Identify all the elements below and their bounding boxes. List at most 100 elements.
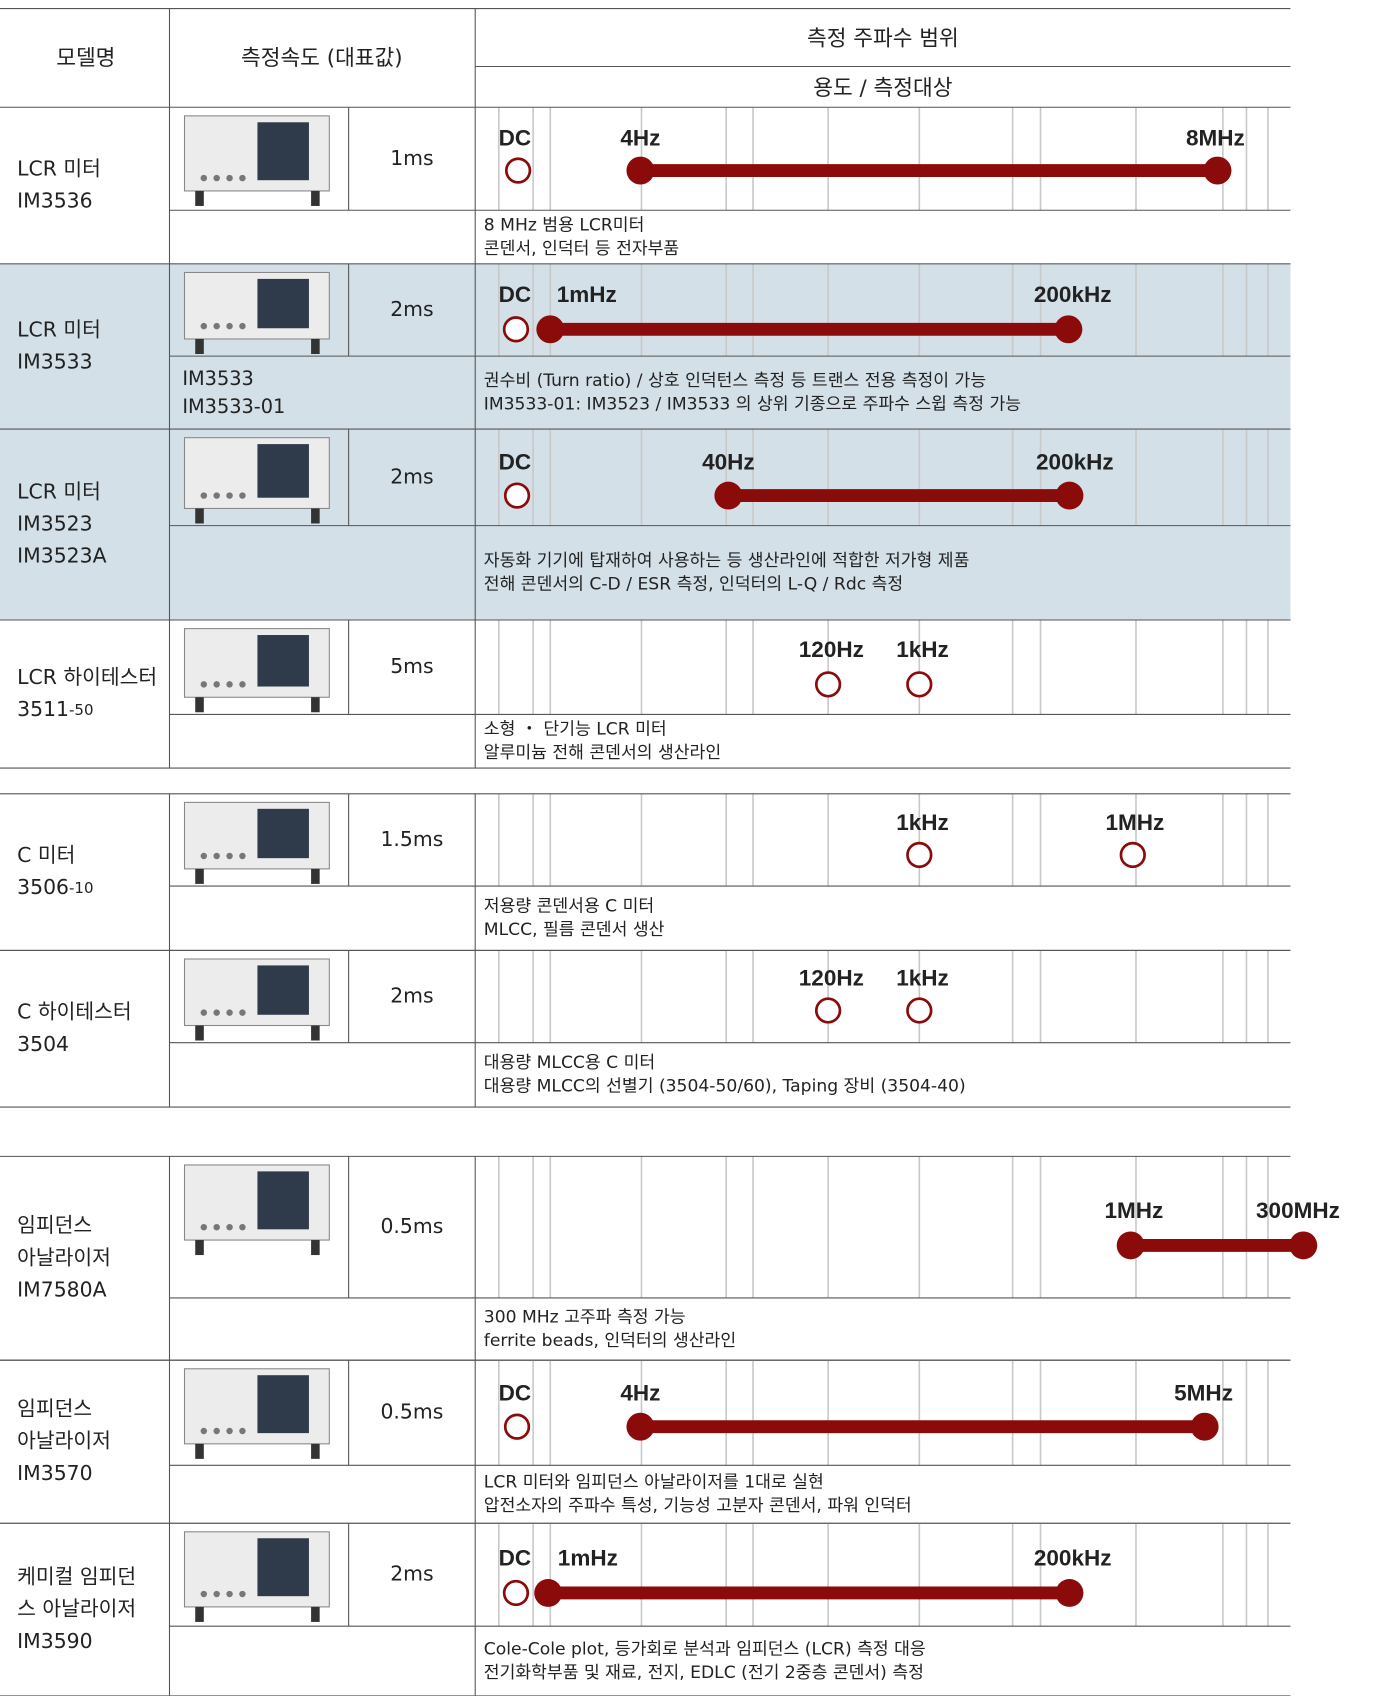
model-name: 3506-10 [17,875,93,899]
freq-label: 200kHz [1034,1546,1112,1571]
device-knob [200,1590,208,1598]
device-knob [226,1427,233,1435]
model-name-suffix: -10 [69,879,93,897]
model-name-line: LCR 하이테스터 [17,665,157,689]
variant: IM3533 [182,367,253,390]
device-screen [257,1538,309,1597]
usage: 자동화 기기에 탑재하여 사용하는 등 생산라인에 적합한 저가형 제품 [484,551,970,571]
device-knob [239,852,246,860]
device-knob [200,1223,208,1231]
freq-label: 1kHz [896,810,949,835]
device-knob [200,852,208,860]
usage: IM3533-01: IM3523 / IM3533 의 상위 기종으로 주파수… [484,394,1021,414]
device-knob [200,1009,208,1016]
device-knob [226,852,233,860]
usage: 8 MHz 범용 LCR미터 [484,215,645,235]
device-knob [213,1223,220,1231]
speed: 1ms [390,146,433,170]
model-name: IM3523A [17,544,106,568]
model-name: IM3590 [17,1629,92,1653]
point-marker [504,157,532,184]
freq-label: 4Hz [620,1380,660,1405]
model-name-line: 임피던스 [17,1213,92,1237]
device-knob [213,1009,220,1016]
speed: 2ms [390,984,433,1008]
point-marker [502,1579,530,1607]
model-name: C 하이테스터 [17,1000,131,1024]
model-name-line: LCR 미터 [17,479,101,503]
freq-label: 300MHz [1256,1198,1340,1223]
device-leg [311,1443,320,1459]
device-knob [239,1427,246,1435]
device-screen [257,635,309,687]
point-marker [503,482,531,509]
model-name: 임피던스 [17,1397,92,1421]
freq-label: 1kHz [896,965,949,990]
model-name: 아날라이저 [17,1429,111,1453]
usage: Cole-Cole plot, 등가회로 분석과 임피던스 (LCR) 측정 대… [484,1639,926,1659]
freq-label: 5MHz [1174,1380,1233,1405]
device-leg [311,508,320,524]
header-range: 측정 주파수 범위 [807,27,959,52]
usage: MLCC, 필름 콘덴서 생산 [484,920,665,940]
device-leg [311,868,320,884]
range-end [536,315,565,344]
device-knob [226,322,233,330]
freq-label: DC [499,1380,532,1405]
range-end [1203,156,1232,185]
range-end [1055,481,1084,510]
device-knob [213,492,220,499]
model-name-suffix: -50 [69,701,93,719]
model-name: 케미컬 임피던 [17,1564,136,1588]
usage: ferrite beads, 인덕터의 생산라인 [484,1331,736,1351]
usage: 전기화학부품 및 재료, 전지, EDLC (전기 2중층 콘덴서) 측정 [484,1663,924,1683]
device-screen [257,1171,309,1230]
model-name: LCR 미터 [17,479,101,503]
range-end [626,156,655,185]
device-knob [226,1223,233,1231]
device-knob [200,492,208,499]
range-end [714,481,743,510]
device-leg [195,338,204,354]
model-name: LCR 하이테스터 [17,665,157,689]
header-usage: 용도 / 측정대상 [813,76,952,101]
range-end [1289,1231,1318,1260]
speed: 1.5ms [380,827,443,851]
model-name: IM3570 [17,1461,92,1485]
device-leg [195,1240,204,1256]
device-knob [226,492,233,499]
freq-label: 1kHz [896,637,949,662]
model-name-line: IM7580A [17,1277,106,1301]
device-knob [226,1009,233,1016]
device-knob [200,681,208,688]
model-name: LCR 미터 [17,317,101,341]
model-name: IM3536 [17,189,92,213]
speed: 2ms [390,297,433,321]
device-leg [311,1606,320,1622]
model-name: IM3523 [17,512,92,536]
model-name: 3511-50 [17,697,93,721]
range-end [1116,1231,1145,1260]
variant: IM3533-01 [182,395,285,418]
device-knob [213,681,220,688]
range-end [1190,1412,1219,1441]
point-marker [906,997,933,1024]
device-screen [257,1375,309,1434]
model-name-line: 아날라이저 [17,1245,111,1269]
freq-label: DC [499,282,532,307]
device-leg [311,338,320,354]
device-leg [195,1606,204,1622]
freq-label: 200kHz [1036,449,1114,474]
device-screen [257,278,309,329]
freq-label: 8MHz [1186,125,1245,150]
model-name-line: C 하이테스터 [17,1000,131,1024]
device-leg [195,697,204,713]
point-marker [503,1413,531,1440]
usage: 전해 콘덴서의 C-D / ESR 측정, 인덕터의 L-Q / Rdc 측정 [484,575,903,595]
device-knob [200,322,208,330]
model-name-line: LCR 미터 [17,156,101,180]
device-screen [257,965,309,1015]
device-leg [311,190,320,206]
